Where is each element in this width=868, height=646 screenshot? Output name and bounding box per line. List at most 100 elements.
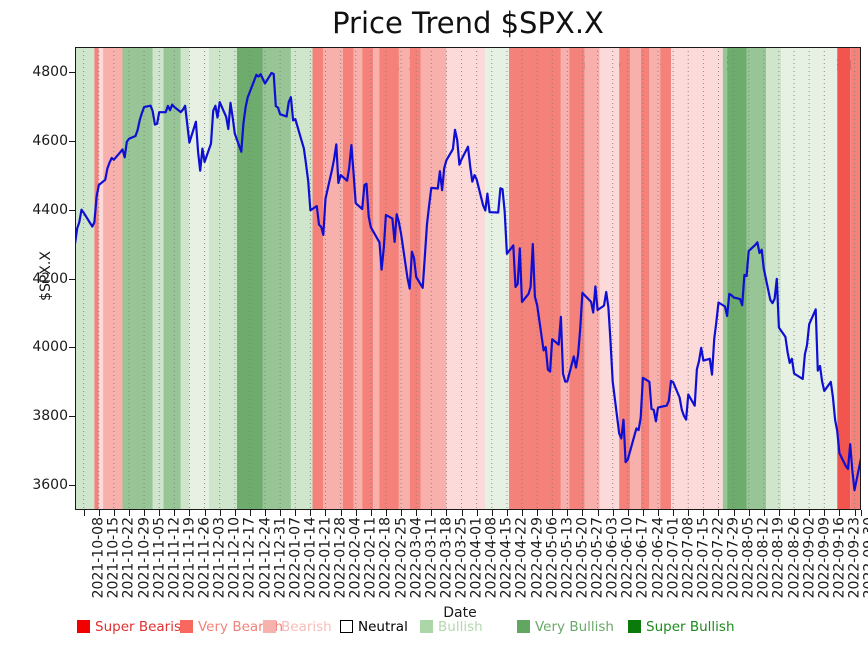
x-tick-mark <box>128 510 130 516</box>
y-tick-label: 4200 <box>32 270 68 287</box>
sentiment-band-bullish_light <box>781 47 838 510</box>
sentiment-band-very_bullish <box>262 47 291 510</box>
x-tick-mark <box>861 510 862 516</box>
x-tick-mark <box>506 510 508 516</box>
x-tick-mark <box>748 510 750 516</box>
x-tick-label: 2022-06-03 <box>604 517 621 599</box>
x-tick-label: 2022-04-22 <box>513 517 530 599</box>
x-tick-mark <box>733 510 735 516</box>
legend-label: Bearish <box>281 619 332 635</box>
x-tick-mark <box>794 510 796 516</box>
x-tick-mark <box>113 510 115 516</box>
x-tick-label: 2021-12-10 <box>226 517 243 599</box>
x-tick-label: 2021-11-05 <box>151 517 168 599</box>
x-axis-label: Date <box>443 605 477 621</box>
sentiment-band-bearish <box>649 47 661 510</box>
x-tick-label: 2022-08-05 <box>740 517 757 599</box>
x-tick-label: 2022-06-10 <box>619 517 636 599</box>
sentiment-band-very_bullish <box>163 47 181 510</box>
x-tick-mark <box>778 510 780 516</box>
x-tick-mark <box>809 510 811 516</box>
y-tick-label: 4600 <box>32 132 68 149</box>
y-tick-mark <box>69 347 75 349</box>
sentiment-band-bearish <box>372 47 380 510</box>
legend-swatch-icon <box>340 620 353 633</box>
legend-item-neutral: Neutral <box>340 619 408 635</box>
plot-frame <box>75 47 861 510</box>
sentiment-band-bearish <box>560 47 570 510</box>
x-tick-mark <box>491 510 493 516</box>
sentiment-band-bearish <box>584 47 600 510</box>
x-tick-mark <box>431 510 433 516</box>
sentiment-band-very_bullish <box>122 47 153 510</box>
sentiment-band-bullish_light <box>189 47 209 510</box>
x-tick-label: 2022-08-19 <box>770 517 787 599</box>
x-tick-mark <box>824 510 826 516</box>
x-tick-label: 2022-09-16 <box>831 517 848 599</box>
x-tick-mark <box>521 510 523 516</box>
x-tick-mark <box>446 510 448 516</box>
legend-swatch-icon <box>180 620 193 633</box>
x-tick-mark <box>673 510 675 516</box>
x-tick-mark <box>839 510 841 516</box>
x-tick-mark <box>658 510 660 516</box>
y-tick-mark <box>69 278 75 280</box>
sentiment-band-bearish <box>323 47 343 510</box>
x-tick-mark <box>174 510 176 516</box>
x-tick-label: 2022-07-22 <box>710 517 727 599</box>
x-tick-label: 2021-12-17 <box>241 517 258 599</box>
legend-label: Super Bearish <box>95 619 190 635</box>
x-tick-mark <box>340 510 342 516</box>
y-tick-label: 3800 <box>32 408 68 425</box>
sentiment-band-super_bullish <box>236 47 263 510</box>
sentiment-band-very_bearish <box>342 47 354 510</box>
sentiment-band-very_bearish <box>660 47 671 510</box>
x-tick-label: 2022-03-04 <box>408 517 425 599</box>
x-tick-label: 2022-09-23 <box>846 517 863 599</box>
x-tick-mark <box>249 510 251 516</box>
x-tick-mark <box>688 510 690 516</box>
legend-label: Bullish <box>438 619 483 635</box>
legend-label: Super Bullish <box>646 619 735 635</box>
x-tick-label: 2022-05-13 <box>559 517 576 599</box>
x-tick-label: 2022-01-14 <box>302 517 319 599</box>
x-tick-label: 2021-12-03 <box>211 517 228 599</box>
x-tick-mark <box>718 510 720 516</box>
x-tick-label: 2021-11-12 <box>166 517 183 599</box>
x-tick-mark <box>204 510 206 516</box>
sentiment-band-super_bullish <box>727 47 747 510</box>
sentiment-band-bullish <box>75 47 95 510</box>
x-tick-mark <box>854 510 856 516</box>
x-tick-mark <box>219 510 221 516</box>
legend-item-super-bearish: Super Bearish <box>77 619 190 635</box>
legend-item-very-bearish: Very Bearish <box>180 619 283 635</box>
y-tick-mark <box>69 485 75 487</box>
x-tick-label: 2022-02-11 <box>362 517 379 599</box>
legend-swatch-icon <box>263 620 276 633</box>
sentiment-band-bearish <box>103 47 123 510</box>
x-tick-mark <box>597 510 599 516</box>
x-tick-mark <box>325 510 327 516</box>
sentiment-band-bullish_light <box>485 47 510 510</box>
x-tick-mark <box>401 510 403 516</box>
sentiment-band-very_bullish <box>746 47 766 510</box>
sentiment-band-bullish <box>290 47 313 510</box>
sentiment-band-very_bearish <box>619 47 630 510</box>
sentiment-band-bearish <box>353 47 363 510</box>
sentiment-band-very_bearish <box>362 47 373 510</box>
x-tick-mark <box>159 510 161 516</box>
x-tick-label: 2022-05-27 <box>589 517 606 599</box>
legend-item-bullish: Bullish <box>420 619 483 635</box>
x-tick-mark <box>627 510 629 516</box>
x-tick-label: 2022-04-29 <box>528 517 545 599</box>
x-tick-label: 2022-04-01 <box>468 517 485 599</box>
y-tick-mark <box>69 209 75 211</box>
x-tick-label: 2022-07-08 <box>680 517 697 599</box>
x-tick-label: 2022-07-15 <box>695 517 712 599</box>
x-tick-label: 2022-01-28 <box>332 517 349 599</box>
x-tick-label: 2022-05-06 <box>544 517 561 599</box>
x-tick-label: 2022-04-15 <box>498 517 515 599</box>
y-tick-mark <box>69 140 75 142</box>
legend-item-very-bullish: Very Bullish <box>517 619 614 635</box>
x-tick-label: 2022-07-29 <box>725 517 742 599</box>
